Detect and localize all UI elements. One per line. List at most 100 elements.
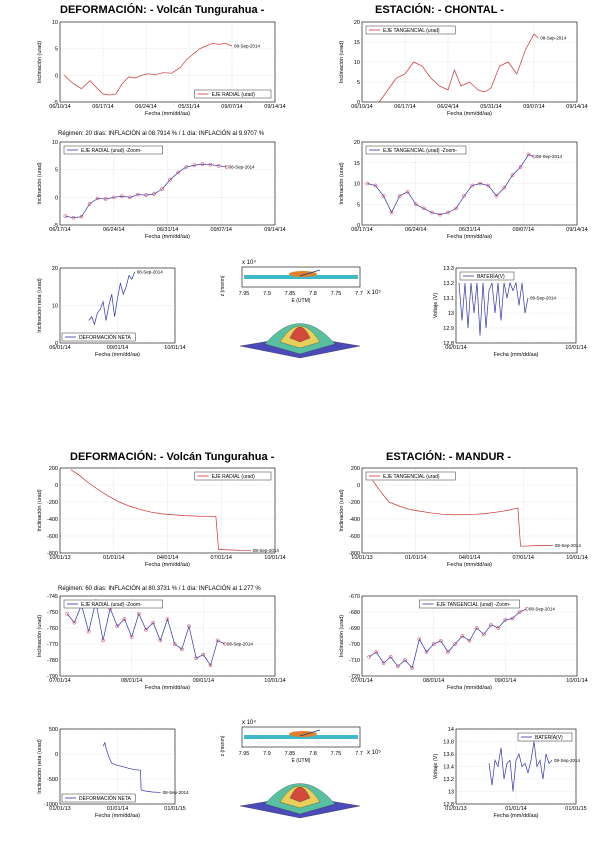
data-point — [367, 654, 372, 659]
model3d-panel-1: x 10⁴ x 10⁵ z (msnm) 7.95 7.9 7.85 7.8 7… — [220, 259, 381, 359]
x-tick-label: 01/01/14 — [405, 555, 426, 561]
y-tick-label: 0 — [55, 483, 58, 489]
legend-entry: BATERÍA(V) — [535, 734, 563, 741]
x-tick-label: 09/14/14 — [566, 104, 587, 110]
data-point — [397, 194, 402, 198]
x-tick-label: 05/31/14 — [178, 104, 199, 110]
data-point — [510, 616, 515, 621]
data-point — [417, 637, 422, 642]
x-axis-label: Fecha (mm/dd/aa) — [145, 562, 190, 568]
y-tick-label: 13.1 — [443, 296, 454, 302]
x-tick-label: 08/01/14 — [121, 678, 142, 684]
chart-bateria-mandur: 01/01/13 01/01/14 01/01/15 12.8 13 13.2 13.4 13… — [433, 727, 587, 819]
y-axis-label: Inclinación (urad) — [339, 489, 345, 531]
legend-box — [459, 271, 515, 281]
model3d-1-tick: 7.95 — [239, 291, 250, 297]
x-tick-label: 04/01/14 — [459, 555, 480, 561]
data-point — [381, 194, 386, 198]
data-point — [431, 642, 436, 646]
y-tick-label: 13.3 — [443, 266, 454, 272]
x-tick-label: 09/07/14 — [221, 104, 242, 110]
y-tick-label: -680 — [349, 610, 360, 616]
y-tick-label: 13.2 — [443, 777, 454, 783]
model3d-1-tick: 7.7 — [355, 291, 363, 297]
data-point — [151, 620, 156, 625]
model3d-1-exp-top: x 10⁴ — [242, 259, 256, 266]
data-point — [489, 622, 493, 627]
data-point — [101, 638, 105, 643]
data-point — [460, 634, 465, 638]
series-line — [65, 163, 227, 219]
model3d-2-exp-top: x 10⁴ — [242, 719, 256, 726]
y-tick-label: 13.4 — [443, 765, 454, 771]
y-tick-label: 20 — [354, 20, 360, 26]
y-axis-label: Inclinación (urad) — [339, 41, 345, 83]
data-point — [87, 202, 92, 206]
y-tick-label: 15 — [354, 40, 360, 46]
y-tick-label: 12.8 — [443, 341, 454, 347]
chart-radial-zoom-mandur: 07/01/14 08/01/14 09/01/14 10/01/14 -790 -780… — [37, 594, 286, 691]
data-point — [111, 195, 116, 200]
y-tick-label: 10 — [354, 60, 360, 66]
y-tick-label: -710 — [349, 658, 360, 664]
x-tick-label: 01/01/15 — [164, 806, 185, 812]
y-tick-label: 10 — [52, 140, 58, 146]
data-point — [95, 196, 100, 201]
plot-frame — [59, 728, 176, 805]
data-point — [176, 170, 181, 175]
y-tick-label: -400 — [349, 517, 360, 523]
model3d-2-mesh — [239, 783, 361, 819]
model3d-2-tick: 7.9 — [263, 751, 271, 757]
model3d-2-surface-band — [244, 735, 358, 739]
y-tick-label: 200 — [351, 466, 360, 472]
data-point — [413, 202, 418, 207]
y-tick-label: -5 — [53, 223, 58, 229]
chart-radial-chontal: 06/10/14 06/17/14 06/24/14 05/31/14 09/07/14… — [37, 20, 286, 117]
x-tick-label: 10/01/14 — [164, 345, 185, 351]
annotation-date: 08-Sep-2014 — [540, 36, 567, 41]
legend-entry: EJE TANGENCIAL (urad) -Zoom- — [383, 148, 457, 154]
x-tick-label: 06/24/14 — [135, 104, 156, 110]
data-point — [184, 165, 189, 169]
legend-box — [517, 732, 573, 742]
y-tick-label: 0 — [357, 100, 360, 106]
y-tick-label: -790 — [47, 674, 58, 680]
y-axis-label: Inclinación (urad) — [37, 41, 43, 83]
data-point — [365, 181, 370, 186]
legend-entry: BATERÍA(V) — [477, 273, 505, 280]
x-tick-label: 06/17/14 — [351, 227, 372, 233]
y-tick-label: -670 — [349, 594, 360, 600]
legend-box — [61, 793, 136, 803]
data-point — [179, 647, 184, 652]
data-point — [65, 611, 70, 616]
plot-frame — [361, 467, 578, 554]
legend-box — [63, 599, 164, 609]
x-axis-label: Fecha (mm/dd/aa) — [447, 234, 492, 240]
data-point — [71, 215, 76, 220]
legend-box — [365, 145, 467, 155]
y-axis-label: Inclinación (urad) — [37, 489, 43, 531]
model3d-2-frame — [241, 726, 361, 748]
data-point — [201, 652, 206, 657]
data-point — [430, 210, 434, 215]
x-axis-label: Fecha (mm/dd/aa) — [494, 813, 539, 819]
data-point — [373, 183, 378, 188]
model3d-1-vector — [299, 269, 321, 277]
model3d-2-tick: 7.85 — [285, 751, 296, 757]
y-tick-label: 10 — [52, 304, 58, 310]
section2-title-left: DEFORMACIÓN: - Volcán Tungurahua - — [70, 451, 275, 463]
y-tick-label: 5 — [55, 168, 58, 174]
y-tick-label: -700 — [349, 642, 360, 648]
y-tick-label: -720 — [349, 674, 360, 680]
y-tick-label: 0 — [357, 483, 360, 489]
x-tick-label: 06/24/14 — [437, 104, 458, 110]
y-tick-label: -400 — [47, 517, 58, 523]
data-point — [438, 212, 442, 217]
y-tick-label: -780 — [47, 658, 58, 664]
y-tick-label: 14 — [448, 727, 454, 733]
x-axis-label: Fecha (mm/dd/aa) — [145, 111, 190, 117]
x-tick-label: 09/01/14 — [495, 678, 516, 684]
data-point — [208, 663, 213, 668]
x-axis-label: Fecha (mm/dd/aa) — [494, 352, 539, 358]
section1-regimen-text: Régimen: 20 días: INFLACIÓN al 08.7914 %… — [58, 131, 265, 137]
